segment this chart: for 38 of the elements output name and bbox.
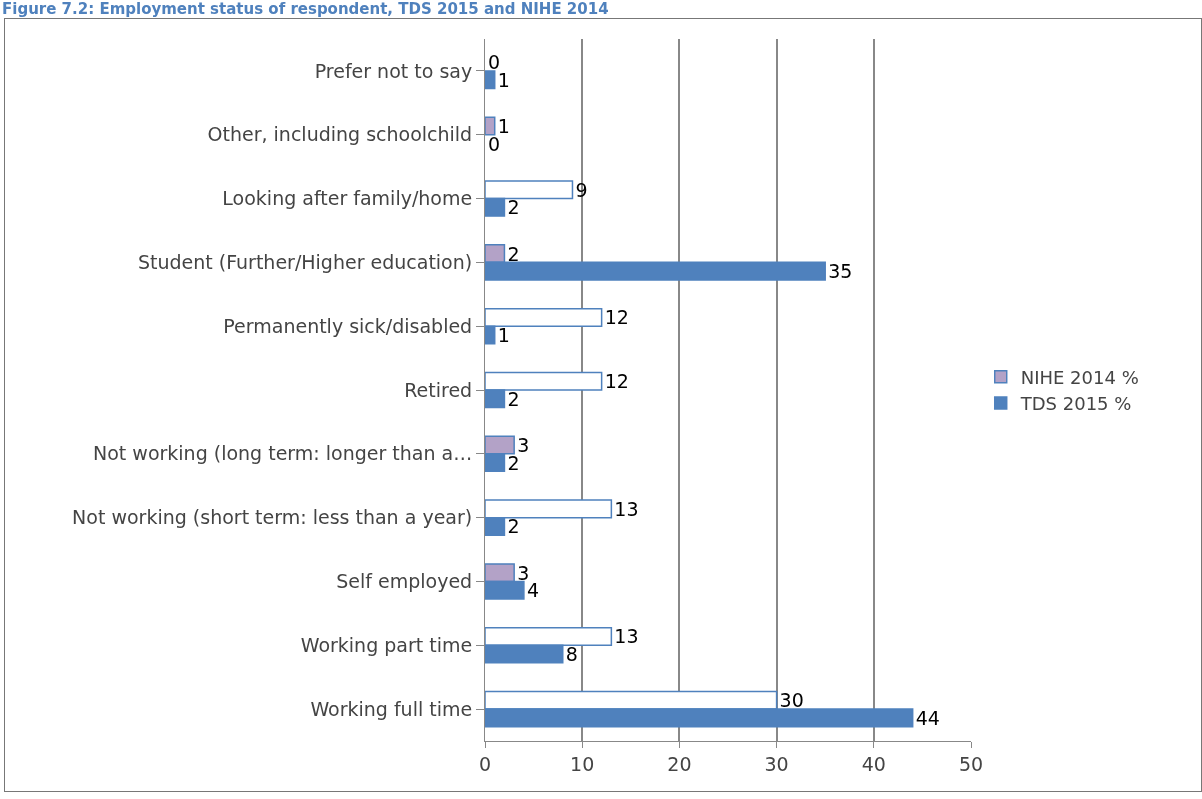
data-label: 2 (507, 196, 520, 219)
y-tick-label: Not working (long term: longer than a… (93, 442, 473, 465)
data-label: 8 (565, 643, 578, 666)
x-tick-label: 20 (667, 752, 692, 775)
y-tick-label: Retired (404, 378, 473, 401)
y-tick-label: Permanently sick/disabled (223, 314, 473, 337)
bar (485, 116, 496, 136)
data-label: 44 (915, 706, 940, 729)
y-tick-label: Self employed (336, 570, 473, 593)
legend-label: TDS 2015 % (1019, 393, 1132, 415)
data-label: 3 (517, 434, 530, 457)
x-tick-label: 40 (861, 752, 886, 775)
y-tick-label: Looking after family/home (222, 187, 473, 210)
bar (485, 70, 496, 90)
data-label: 2 (507, 451, 520, 474)
y-tick-label: Other, including schoolchild (207, 123, 473, 146)
data-label: 9 (575, 178, 588, 201)
data-label: 13 (614, 497, 639, 520)
y-tick-label: Student (Further/Higher education) (137, 251, 473, 274)
data-label: 1 (497, 323, 510, 346)
y-tick-label: Working part time (300, 633, 473, 656)
data-label: 12 (604, 306, 629, 329)
x-tick-label: 30 (764, 752, 789, 775)
data-label: 30 (779, 689, 804, 712)
data-label: 12 (604, 370, 629, 393)
x-tick-label: 0 (478, 752, 492, 775)
y-tick-label: Working full time (310, 697, 473, 720)
data-label: 13 (614, 625, 639, 648)
data-label: 35 (828, 260, 853, 283)
y-tick-label: Prefer not to say (314, 59, 473, 82)
y-tick-label: Not working (short term: less than a year) (72, 506, 473, 529)
text: Figure 7.2: Employment status of respondent, TDS 2015 and NIHE 2014 (2, 0, 610, 18)
data-label: 2 (507, 242, 520, 265)
x-tick-label: 10 (570, 752, 595, 775)
x-tick-label: 50 (958, 752, 984, 775)
legend-label: NIHE 2014 % (1020, 366, 1139, 388)
data-label: 2 (507, 387, 520, 410)
data-label: 2 (507, 515, 520, 538)
